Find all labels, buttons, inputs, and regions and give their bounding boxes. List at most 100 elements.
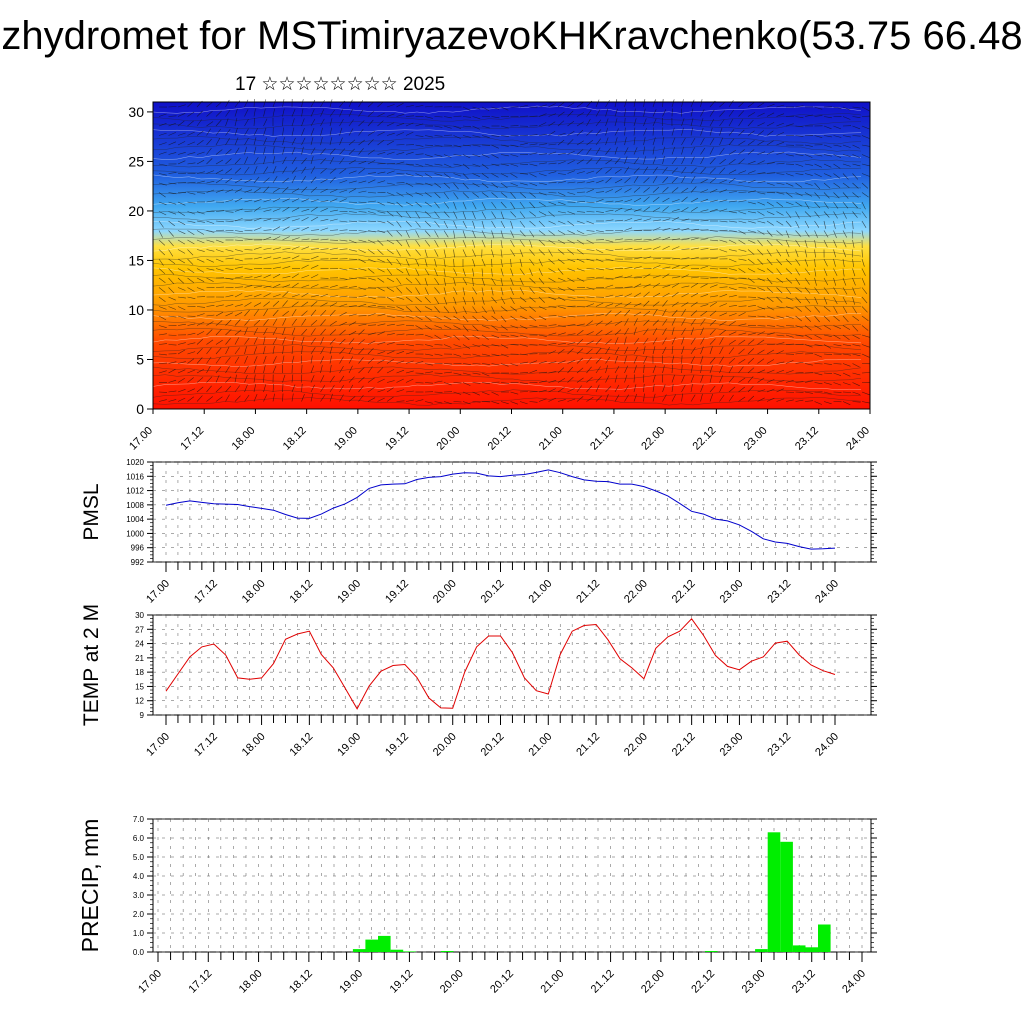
- wind-barb: [823, 382, 832, 385]
- wind-barb: [481, 239, 486, 248]
- wind-barb: [785, 370, 794, 374]
- wind-barb: [519, 163, 529, 165]
- y-tick-label: 3.0: [133, 891, 145, 900]
- wind-barb: [282, 383, 284, 393]
- wind-barb: [367, 101, 375, 108]
- wind-barb: [348, 396, 356, 402]
- wind-barb: [519, 201, 525, 209]
- wind-barb: [605, 108, 609, 117]
- wind-barb: [633, 257, 642, 260]
- wind-barb: [215, 320, 223, 326]
- wind-barb: [519, 211, 526, 219]
- wind-barb: [719, 208, 728, 212]
- wind-barb: [728, 268, 737, 271]
- x-tick-label: 19.12: [383, 578, 411, 606]
- wind-barb: [386, 211, 394, 217]
- wind-barb: [700, 109, 705, 117]
- x-tick-label: 18.12: [288, 578, 316, 606]
- wind-barb: [633, 302, 642, 307]
- wind-barb: [643, 239, 652, 241]
- wind-barb: [833, 258, 836, 267]
- wind-barb: [225, 177, 233, 184]
- wind-barb: [538, 287, 546, 293]
- wind-barb: [367, 397, 376, 402]
- wind-barb: [291, 207, 300, 212]
- wind-barb: [339, 303, 348, 307]
- wind-barb: [263, 374, 265, 383]
- wind-barb: [462, 372, 471, 376]
- wind-barb: [424, 239, 431, 247]
- wind-barb: [282, 137, 285, 146]
- wind-barb: [510, 154, 519, 157]
- wind-barb: [443, 201, 450, 209]
- wind-barb: [405, 239, 410, 248]
- wind-barb: [823, 325, 832, 330]
- wind-barb: [529, 163, 538, 167]
- wind-barb: [605, 200, 614, 203]
- wind-barb: [519, 353, 528, 356]
- wind-barb: [434, 173, 443, 176]
- wind-barb: [557, 343, 566, 345]
- wind-barb: [462, 249, 467, 257]
- wind-barb: [215, 169, 224, 174]
- y-tick-label: 18: [135, 668, 144, 677]
- wind-barb: [196, 130, 204, 136]
- wind-barb: [472, 325, 479, 332]
- wind-barb: [320, 157, 327, 165]
- wind-barb: [348, 159, 357, 165]
- wind-barb: [434, 249, 439, 257]
- wind-barb: [348, 148, 355, 155]
- wind-barb: [529, 201, 536, 209]
- y-axis-label: PRECIP, mm: [77, 819, 103, 953]
- wind-barb: [548, 397, 556, 402]
- x-tick-label: 17.12: [186, 968, 214, 996]
- wind-barb: [500, 258, 503, 267]
- wind-barb: [614, 355, 618, 364]
- wind-barb: [215, 178, 223, 184]
- wind-barb: [462, 296, 467, 305]
- wind-barb: [225, 268, 234, 270]
- wind-barb: [747, 287, 756, 289]
- wind-barb: [481, 344, 490, 348]
- wind-barb: [643, 146, 645, 155]
- wind-barb: [358, 211, 367, 213]
- wind-barb: [500, 315, 507, 323]
- x-tick-label: 24.00: [813, 578, 841, 606]
- wind-barb: [386, 113, 395, 117]
- wind-barb: [472, 401, 481, 403]
- wind-barb: [158, 182, 167, 186]
- wind-barb: [719, 384, 724, 393]
- wind-barb: [234, 337, 240, 345]
- wind-barb: [196, 119, 202, 127]
- wind-barb: [538, 380, 547, 383]
- y-tick-label: 15: [135, 682, 144, 691]
- wind-barb: [652, 175, 658, 184]
- wind-barb: [690, 256, 699, 260]
- wind-barb: [614, 128, 619, 136]
- wind-barb: [709, 208, 718, 212]
- wind-barb: [434, 296, 440, 304]
- wind-barb: [377, 359, 385, 364]
- wind-barb: [833, 192, 840, 199]
- wind-barb: [548, 306, 557, 308]
- wind-barb: [272, 198, 281, 203]
- wind-barb: [424, 116, 433, 119]
- wind-barb: [215, 119, 222, 127]
- wind-barb: [158, 163, 167, 166]
- wind-barb: [386, 306, 395, 308]
- wind-barb: [709, 328, 716, 336]
- wind-barb: [757, 181, 766, 184]
- wind-barb: [681, 156, 686, 165]
- wind-barb: [776, 277, 784, 283]
- wind-barb: [491, 182, 499, 189]
- wind-barb: [472, 296, 475, 305]
- wind-barb: [823, 344, 832, 349]
- wind-barb: [567, 348, 574, 355]
- wind-barb: [823, 173, 832, 177]
- wind-barb: [548, 211, 555, 217]
- wind-barb: [215, 396, 223, 402]
- wind-barb: [225, 109, 231, 117]
- wind-barb: [738, 119, 744, 127]
- wind-barb: [681, 327, 686, 336]
